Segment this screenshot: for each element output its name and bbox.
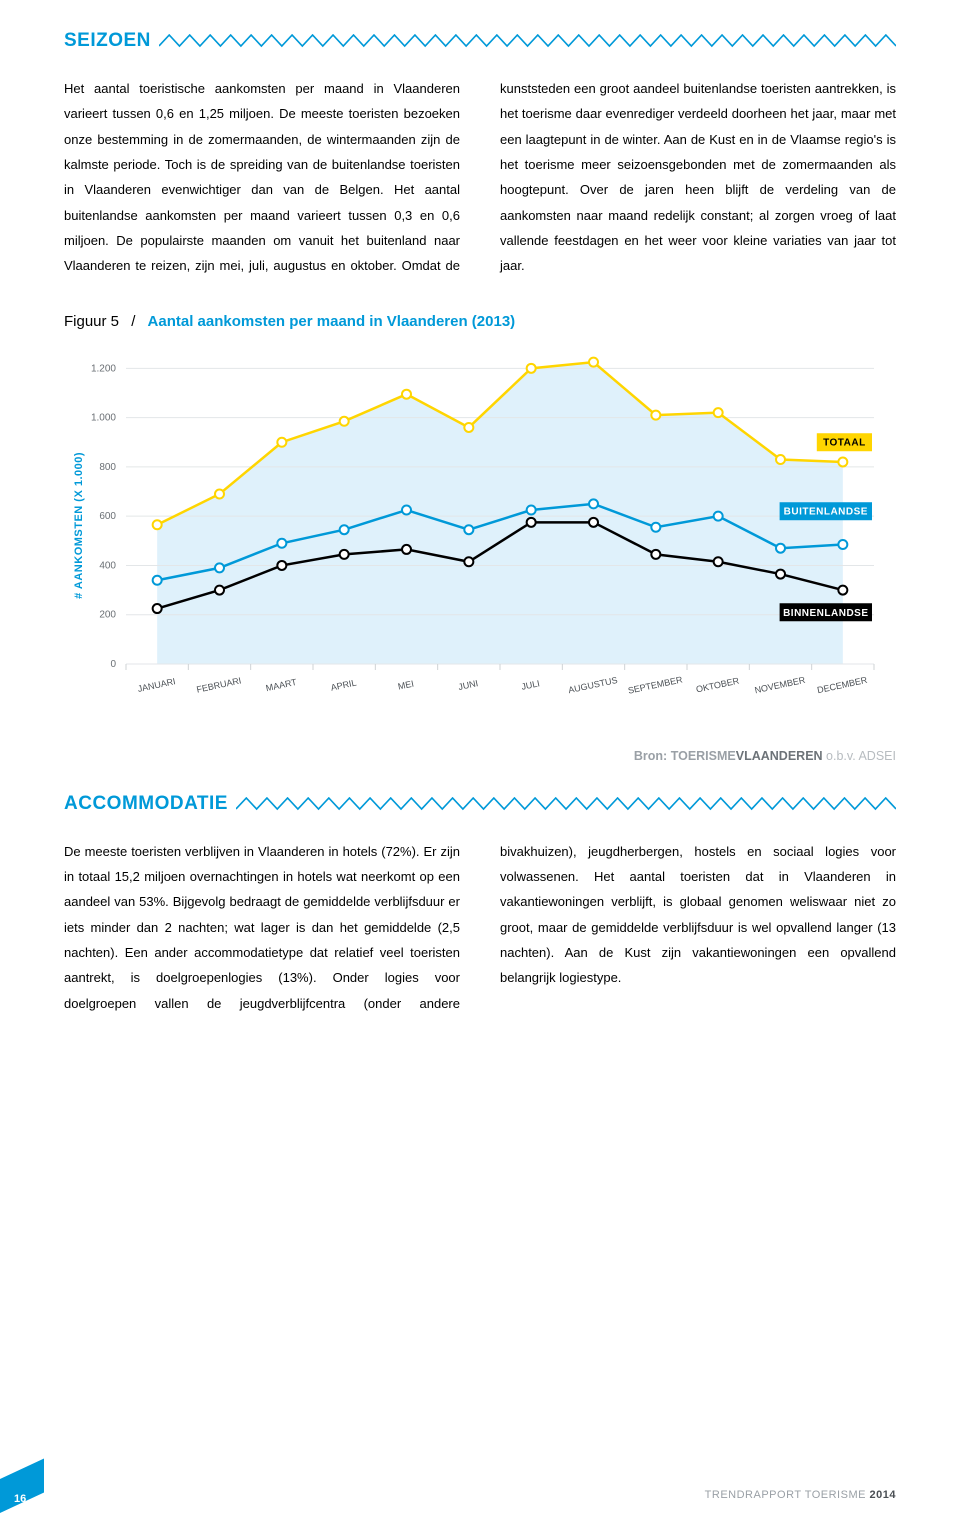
svg-text:1.000: 1.000 [91, 412, 116, 423]
svg-text:200: 200 [99, 609, 116, 620]
svg-text:JANUARI: JANUARI [137, 676, 177, 694]
source-3: o.b.v. ADSEI [826, 749, 896, 763]
svg-text:OKTOBER: OKTOBER [695, 675, 740, 694]
figure-prefix: Figuur 5 [64, 313, 119, 330]
line-chart: 0 200 400 600 800 1.000 1.200 # AANKOMSTEN (X 1… [64, 342, 894, 722]
svg-text:BINNENLANDSE: BINNENLANDSE [783, 608, 868, 619]
source-2: VLAANDEREN [736, 749, 823, 763]
figure-source: Bron: TOERISMEVLAANDEREN o.b.v. ADSEI [64, 749, 896, 763]
svg-text:600: 600 [99, 511, 116, 522]
section2-body: De meeste toeristen verblijven in Vlaand… [64, 839, 896, 1016]
figure-slash: / [131, 313, 135, 330]
svg-text:JUNI: JUNI [457, 678, 479, 692]
svg-text:FEBRUARI: FEBRUARI [196, 675, 243, 694]
svg-text:TOTAAL: TOTAAL [823, 437, 866, 448]
figure-title: Aantal aankomsten per maand in Vlaandere… [148, 313, 516, 330]
page-footer: 16 TRENDRAPPORT TOERISME 2014 [0, 1473, 960, 1513]
page-number: 16 [14, 1493, 26, 1505]
section-heading-seizoen: SEIZOEN [64, 30, 896, 52]
heading-text: SEIZOEN [64, 30, 151, 52]
svg-text:DECEMBER: DECEMBER [816, 675, 868, 695]
source-label: Bron: [634, 749, 667, 763]
svg-text:800: 800 [99, 462, 116, 473]
svg-text:AUGUSTUS: AUGUSTUS [567, 675, 618, 695]
svg-text:MAART: MAART [265, 677, 298, 693]
svg-text:JULI: JULI [520, 678, 540, 692]
svg-text:400: 400 [99, 560, 116, 571]
footer-title-text: TRENDRAPPORT TOERISME [705, 1489, 866, 1501]
figure-caption: Figuur 5 / Aantal aankomsten per maand i… [64, 313, 896, 330]
svg-text:BUITENLANDSE: BUITENLANDSE [784, 506, 868, 517]
svg-text:0: 0 [110, 659, 116, 670]
svg-text:APRIL: APRIL [330, 677, 358, 692]
footer-title: TRENDRAPPORT TOERISME 2014 [705, 1489, 896, 1501]
zigzag-divider [159, 34, 896, 48]
svg-text:SEPTEMBER: SEPTEMBER [627, 674, 684, 695]
svg-text:MEI: MEI [397, 678, 415, 691]
chart-container: 0 200 400 600 800 1.000 1.200 # AANKOMSTEN (X 1… [64, 342, 896, 727]
svg-text:# AANKOMSTEN (X 1.000): # AANKOMSTEN (X 1.000) [73, 452, 85, 599]
zigzag-divider [236, 797, 896, 811]
source-1: TOERISME [671, 749, 736, 763]
svg-text:1.200: 1.200 [91, 363, 116, 374]
svg-text:NOVEMBER: NOVEMBER [754, 674, 807, 695]
heading-text: ACCOMMODATIE [64, 793, 228, 815]
section1-body: Het aantal toeristische aankomsten per m… [64, 76, 896, 279]
footer-year: 2014 [870, 1489, 896, 1501]
section-heading-accommodatie: ACCOMMODATIE [64, 793, 896, 815]
